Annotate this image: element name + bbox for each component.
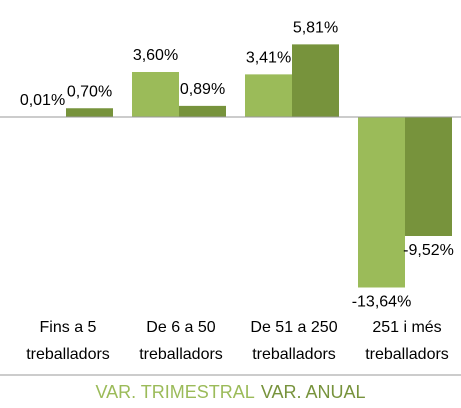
bar (245, 74, 292, 117)
x-tick-label: De 51 a 250 treballadors (250, 319, 338, 363)
bar (358, 117, 405, 288)
value-label: -9,52% (403, 242, 454, 259)
bar (66, 108, 113, 117)
bar (405, 117, 452, 236)
legend-entry: VAR. TRIMESTRAL (95, 382, 255, 402)
legend: VAR. TRIMESTRAL VAR. ANUAL (0, 382, 461, 403)
legend-entry: VAR. ANUAL (260, 382, 366, 402)
value-label: 0,01% (20, 92, 65, 109)
value-label: 5,81% (293, 20, 338, 37)
value-label: 3,60% (133, 47, 178, 64)
bar (132, 72, 179, 117)
value-label: 0,70% (67, 83, 112, 100)
x-tick-label: De 6 a 50 treballadors (139, 319, 223, 363)
bar (179, 105, 226, 117)
value-label: 0,89% (180, 81, 225, 98)
value-label: -13,64% (352, 294, 412, 311)
x-tick-label: 251 i més treballadors (365, 319, 449, 363)
x-tick-label: Fins a 5 treballadors (26, 319, 110, 363)
bar (292, 44, 339, 117)
value-label: 3,41% (246, 50, 291, 67)
